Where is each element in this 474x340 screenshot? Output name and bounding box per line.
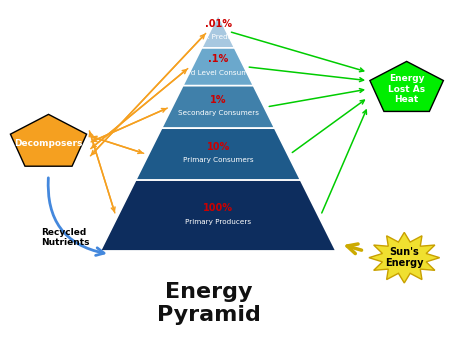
Text: Energy
Lost As
Heat: Energy Lost As Heat xyxy=(388,74,425,104)
Polygon shape xyxy=(183,48,254,86)
Polygon shape xyxy=(136,128,301,180)
Polygon shape xyxy=(100,180,336,251)
Polygon shape xyxy=(162,86,275,128)
Polygon shape xyxy=(369,232,439,283)
Text: 10%: 10% xyxy=(207,142,230,152)
Text: Sun's
Energy: Sun's Energy xyxy=(385,247,424,269)
Polygon shape xyxy=(201,15,235,48)
Text: Recycled
Nutrients: Recycled Nutrients xyxy=(41,228,90,247)
Text: Primary Consumers: Primary Consumers xyxy=(183,157,254,163)
Text: Energy
Pyramid: Energy Pyramid xyxy=(157,282,261,325)
Text: Secondary Consumers: Secondary Consumers xyxy=(178,110,259,116)
Text: 1%: 1% xyxy=(210,95,227,104)
Text: Decomposers: Decomposers xyxy=(14,138,82,148)
Polygon shape xyxy=(370,62,443,112)
Text: Apex Predators: Apex Predators xyxy=(191,34,246,40)
Text: Third Level Consumers: Third Level Consumers xyxy=(177,70,259,76)
Text: .01%: .01% xyxy=(205,19,232,29)
Text: .1%: .1% xyxy=(208,54,228,64)
Text: 100%: 100% xyxy=(203,203,233,213)
Polygon shape xyxy=(10,114,87,166)
Text: Primary Producers: Primary Producers xyxy=(185,219,251,225)
